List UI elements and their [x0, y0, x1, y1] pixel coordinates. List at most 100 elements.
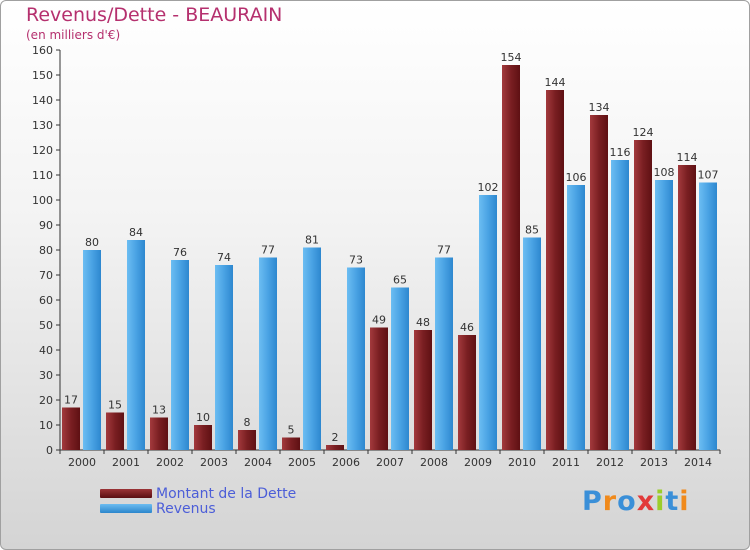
- x-tick-label: 2005: [288, 456, 316, 469]
- logo-letter: i: [679, 486, 690, 517]
- x-tick-label: 2008: [420, 456, 448, 469]
- data-label-dette: 8: [244, 416, 251, 429]
- legend-item-dette: Montant de la Dette: [100, 485, 297, 502]
- x-tick-label: 2009: [464, 456, 492, 469]
- y-tick-label: 0: [46, 444, 53, 457]
- data-label-revenus: 80: [85, 236, 99, 249]
- data-label-revenus: 77: [437, 244, 451, 257]
- legend-swatch-dette: [100, 489, 152, 498]
- bar-revenus: [435, 257, 453, 450]
- proxiti-logo: Proxiti: [582, 486, 690, 517]
- bar-revenus: [479, 195, 497, 450]
- data-label-revenus: 81: [305, 234, 319, 247]
- x-tick-label: 2003: [200, 456, 228, 469]
- data-label-dette: 5: [288, 424, 295, 437]
- x-tick-label: 2004: [244, 456, 272, 469]
- chart-title: Revenus/Dette - BEAURAIN: [26, 4, 283, 26]
- data-label-dette: 46: [460, 321, 474, 334]
- data-label-dette: 13: [152, 404, 166, 417]
- data-label-dette: 124: [633, 126, 654, 139]
- data-label-dette: 144: [545, 76, 566, 89]
- x-tick-label: 2007: [376, 456, 404, 469]
- data-label-revenus: 74: [217, 251, 231, 264]
- data-label-revenus: 76: [173, 246, 187, 259]
- bar-revenus: [347, 267, 365, 450]
- data-label-revenus: 65: [393, 274, 407, 287]
- y-tick-label: 20: [39, 394, 53, 407]
- x-tick-label: 2001: [112, 456, 140, 469]
- logo-letter: x: [636, 486, 656, 517]
- legend-label-revenus: Revenus: [156, 500, 216, 517]
- data-label-dette: 134: [589, 101, 610, 114]
- bar-revenus: [215, 265, 233, 450]
- y-tick-label: 140: [32, 94, 53, 107]
- bar-dette: [414, 330, 432, 450]
- chart-subtitle: (en milliers d'€): [26, 28, 121, 42]
- bar-revenus: [303, 247, 321, 450]
- y-tick-label: 120: [32, 144, 53, 157]
- bar-dette: [370, 327, 388, 450]
- y-tick-label: 50: [39, 319, 53, 332]
- data-label-dette: 15: [108, 399, 122, 412]
- bar-dette: [106, 412, 124, 450]
- data-label-revenus: 106: [566, 171, 587, 184]
- x-tick-label: 2012: [596, 456, 624, 469]
- bar-revenus: [171, 260, 189, 450]
- x-tick-label: 2006: [332, 456, 360, 469]
- data-label-dette: 154: [501, 51, 522, 64]
- data-label-dette: 17: [64, 394, 78, 407]
- y-tick-label: 110: [32, 169, 53, 182]
- x-tick-label: 2014: [684, 456, 712, 469]
- bar-dette: [678, 165, 696, 450]
- data-label-revenus: 84: [129, 226, 143, 239]
- data-label-dette: 48: [416, 316, 430, 329]
- logo-letter: t: [665, 486, 680, 517]
- logo-letter: i: [655, 486, 666, 517]
- bar-dette: [502, 65, 520, 450]
- data-label-revenus: 73: [349, 254, 363, 267]
- data-label-revenus: 77: [261, 244, 275, 257]
- legend-swatch-revenus: [100, 504, 152, 513]
- bar-revenus: [83, 250, 101, 450]
- bar-dette: [546, 90, 564, 450]
- bar-dette: [590, 115, 608, 450]
- y-tick-label: 40: [39, 344, 53, 357]
- data-label-dette: 10: [196, 411, 210, 424]
- data-label-dette: 49: [372, 314, 386, 327]
- bar-dette: [194, 425, 212, 450]
- x-tick-label: 2002: [156, 456, 184, 469]
- x-tick-label: 2011: [552, 456, 580, 469]
- bar-revenus: [259, 257, 277, 450]
- data-label-revenus: 116: [610, 146, 631, 159]
- data-label-revenus: 85: [525, 224, 539, 237]
- y-tick-label: 70: [39, 269, 53, 282]
- y-tick-label: 160: [32, 44, 53, 57]
- bar-dette: [282, 437, 300, 450]
- data-label-dette: 2: [332, 431, 339, 444]
- x-tick-label: 2010: [508, 456, 536, 469]
- logo-letter: P: [582, 486, 603, 517]
- bar-dette: [238, 430, 256, 450]
- chart-legend: Montant de la Dette Revenus: [100, 485, 297, 517]
- data-label-revenus: 102: [478, 181, 499, 194]
- y-tick-label: 100: [32, 194, 53, 207]
- y-tick-label: 150: [32, 69, 53, 82]
- bar-dette: [634, 140, 652, 450]
- bar-dette: [326, 445, 344, 450]
- y-tick-label: 30: [39, 369, 53, 382]
- bar-dette: [458, 335, 476, 450]
- y-tick-label: 10: [39, 419, 53, 432]
- legend-item-revenus: Revenus: [100, 500, 296, 517]
- bar-revenus: [567, 185, 585, 450]
- y-tick-label: 60: [39, 294, 53, 307]
- data-label-revenus: 108: [654, 166, 675, 179]
- legend-label-dette: Montant de la Dette: [156, 485, 297, 502]
- y-tick-label: 130: [32, 119, 53, 132]
- y-tick-label: 80: [39, 244, 53, 257]
- data-label-revenus: 107: [698, 169, 719, 182]
- bar-revenus: [655, 180, 673, 450]
- bar-revenus: [611, 160, 629, 450]
- y-tick-label: 90: [39, 219, 53, 232]
- logo-letter: o: [617, 486, 637, 517]
